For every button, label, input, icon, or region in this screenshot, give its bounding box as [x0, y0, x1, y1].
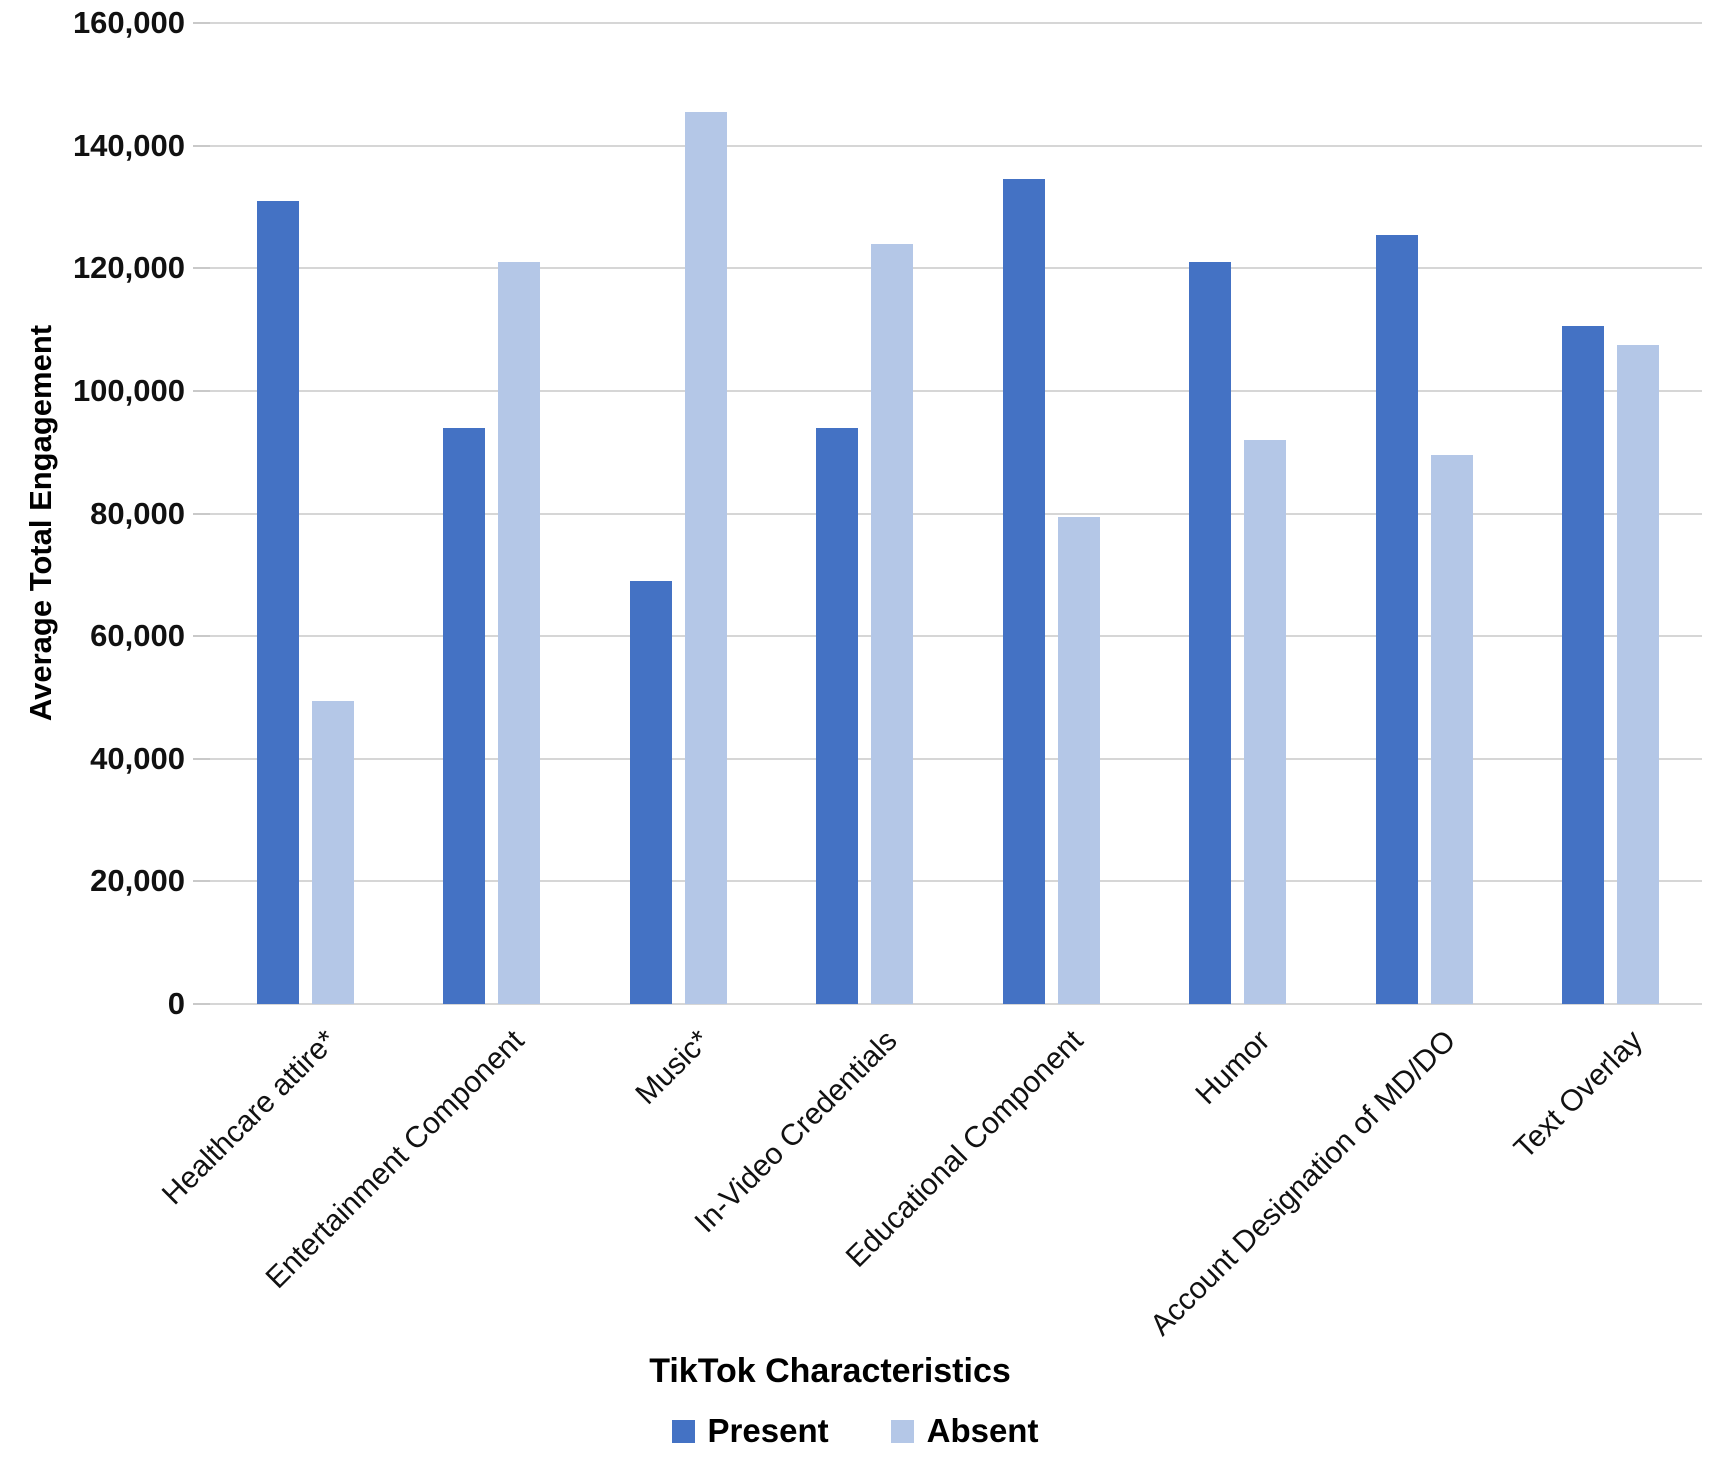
y-tick-100000	[193, 390, 210, 392]
legend-label-absent: Absent	[926, 1412, 1039, 1449]
bar-present-text-overlay	[1562, 326, 1604, 1004]
bar-present-educational-component	[1003, 179, 1045, 1004]
bar-absent-humor	[1244, 440, 1286, 1004]
x-label-music: Music*	[629, 1024, 717, 1111]
bar-present-healthcare-attire	[257, 201, 299, 1004]
legend: Present Absent	[0, 1408, 1710, 1454]
bar-present-in-video-credentials	[816, 428, 858, 1004]
x-axis-title: TikTok Characteristics	[649, 1352, 1011, 1390]
x-label-healthcare-attire: Healthcare attire*	[156, 1024, 344, 1212]
bar-absent-music	[685, 112, 727, 1004]
y-tick-140000	[193, 145, 210, 147]
bar-absent-educational-component	[1058, 517, 1100, 1004]
y-tick-40000	[193, 758, 210, 760]
legend-item-absent: Absent	[890, 1412, 1039, 1450]
y-tick-label-60000: 60,000	[90, 618, 185, 653]
y-tick-80000	[193, 513, 210, 515]
y-tick-label-80000: 80,000	[90, 496, 185, 531]
y-tick-label-20000: 20,000	[90, 863, 185, 898]
gridline-160000	[210, 22, 1702, 24]
gridline-140000	[210, 145, 1702, 147]
y-tick-label-40000: 40,000	[90, 741, 185, 776]
bar-present-entertainment-component	[443, 428, 485, 1004]
bar-absent-in-video-credentials	[871, 244, 913, 1004]
y-tick-label-140000: 140,000	[72, 128, 185, 163]
bar-absent-text-overlay	[1617, 345, 1659, 1004]
x-label-text-overlay: Text Overlay	[1508, 1024, 1650, 1166]
y-tick-label-0: 0	[167, 986, 185, 1021]
x-label-account-designation-of-md-do: Account Designation of MD/DO	[1144, 1024, 1463, 1343]
y-tick-label-120000: 120,000	[72, 250, 185, 285]
x-label-humor: Humor	[1189, 1024, 1277, 1111]
legend-item-present: Present	[671, 1412, 829, 1450]
x-label-in-video-credentials: In-Video Credentials	[688, 1024, 904, 1240]
legend-label-present: Present	[707, 1412, 829, 1449]
y-tick-60000	[193, 635, 210, 637]
bar-present-music	[630, 581, 672, 1004]
bar-present-humor	[1189, 262, 1231, 1004]
legend-swatch-absent-icon	[890, 1419, 914, 1443]
gridline-120000	[210, 267, 1702, 269]
y-tick-label-160000: 160,000	[72, 5, 185, 40]
y-tick-160000	[193, 22, 210, 24]
bar-present-account-designation-of-md-do	[1376, 235, 1418, 1004]
gridline-20000	[210, 880, 1702, 882]
bar-absent-entertainment-component	[498, 262, 540, 1004]
gridline-0	[210, 1003, 1702, 1005]
gridline-100000	[210, 390, 1702, 392]
y-tick-120000	[193, 267, 210, 269]
y-tick-20000	[193, 880, 210, 882]
y-tick-label-100000: 100,000	[72, 373, 185, 408]
gridline-60000	[210, 635, 1702, 637]
y-axis-title: Average Total Engagement	[23, 324, 58, 722]
legend-swatch-present-icon	[671, 1419, 695, 1443]
gridline-40000	[210, 758, 1702, 760]
gridline-80000	[210, 513, 1702, 515]
y-tick-0	[193, 1003, 210, 1005]
bar-absent-healthcare-attire	[312, 701, 354, 1004]
bar-absent-account-designation-of-md-do	[1431, 455, 1473, 1004]
